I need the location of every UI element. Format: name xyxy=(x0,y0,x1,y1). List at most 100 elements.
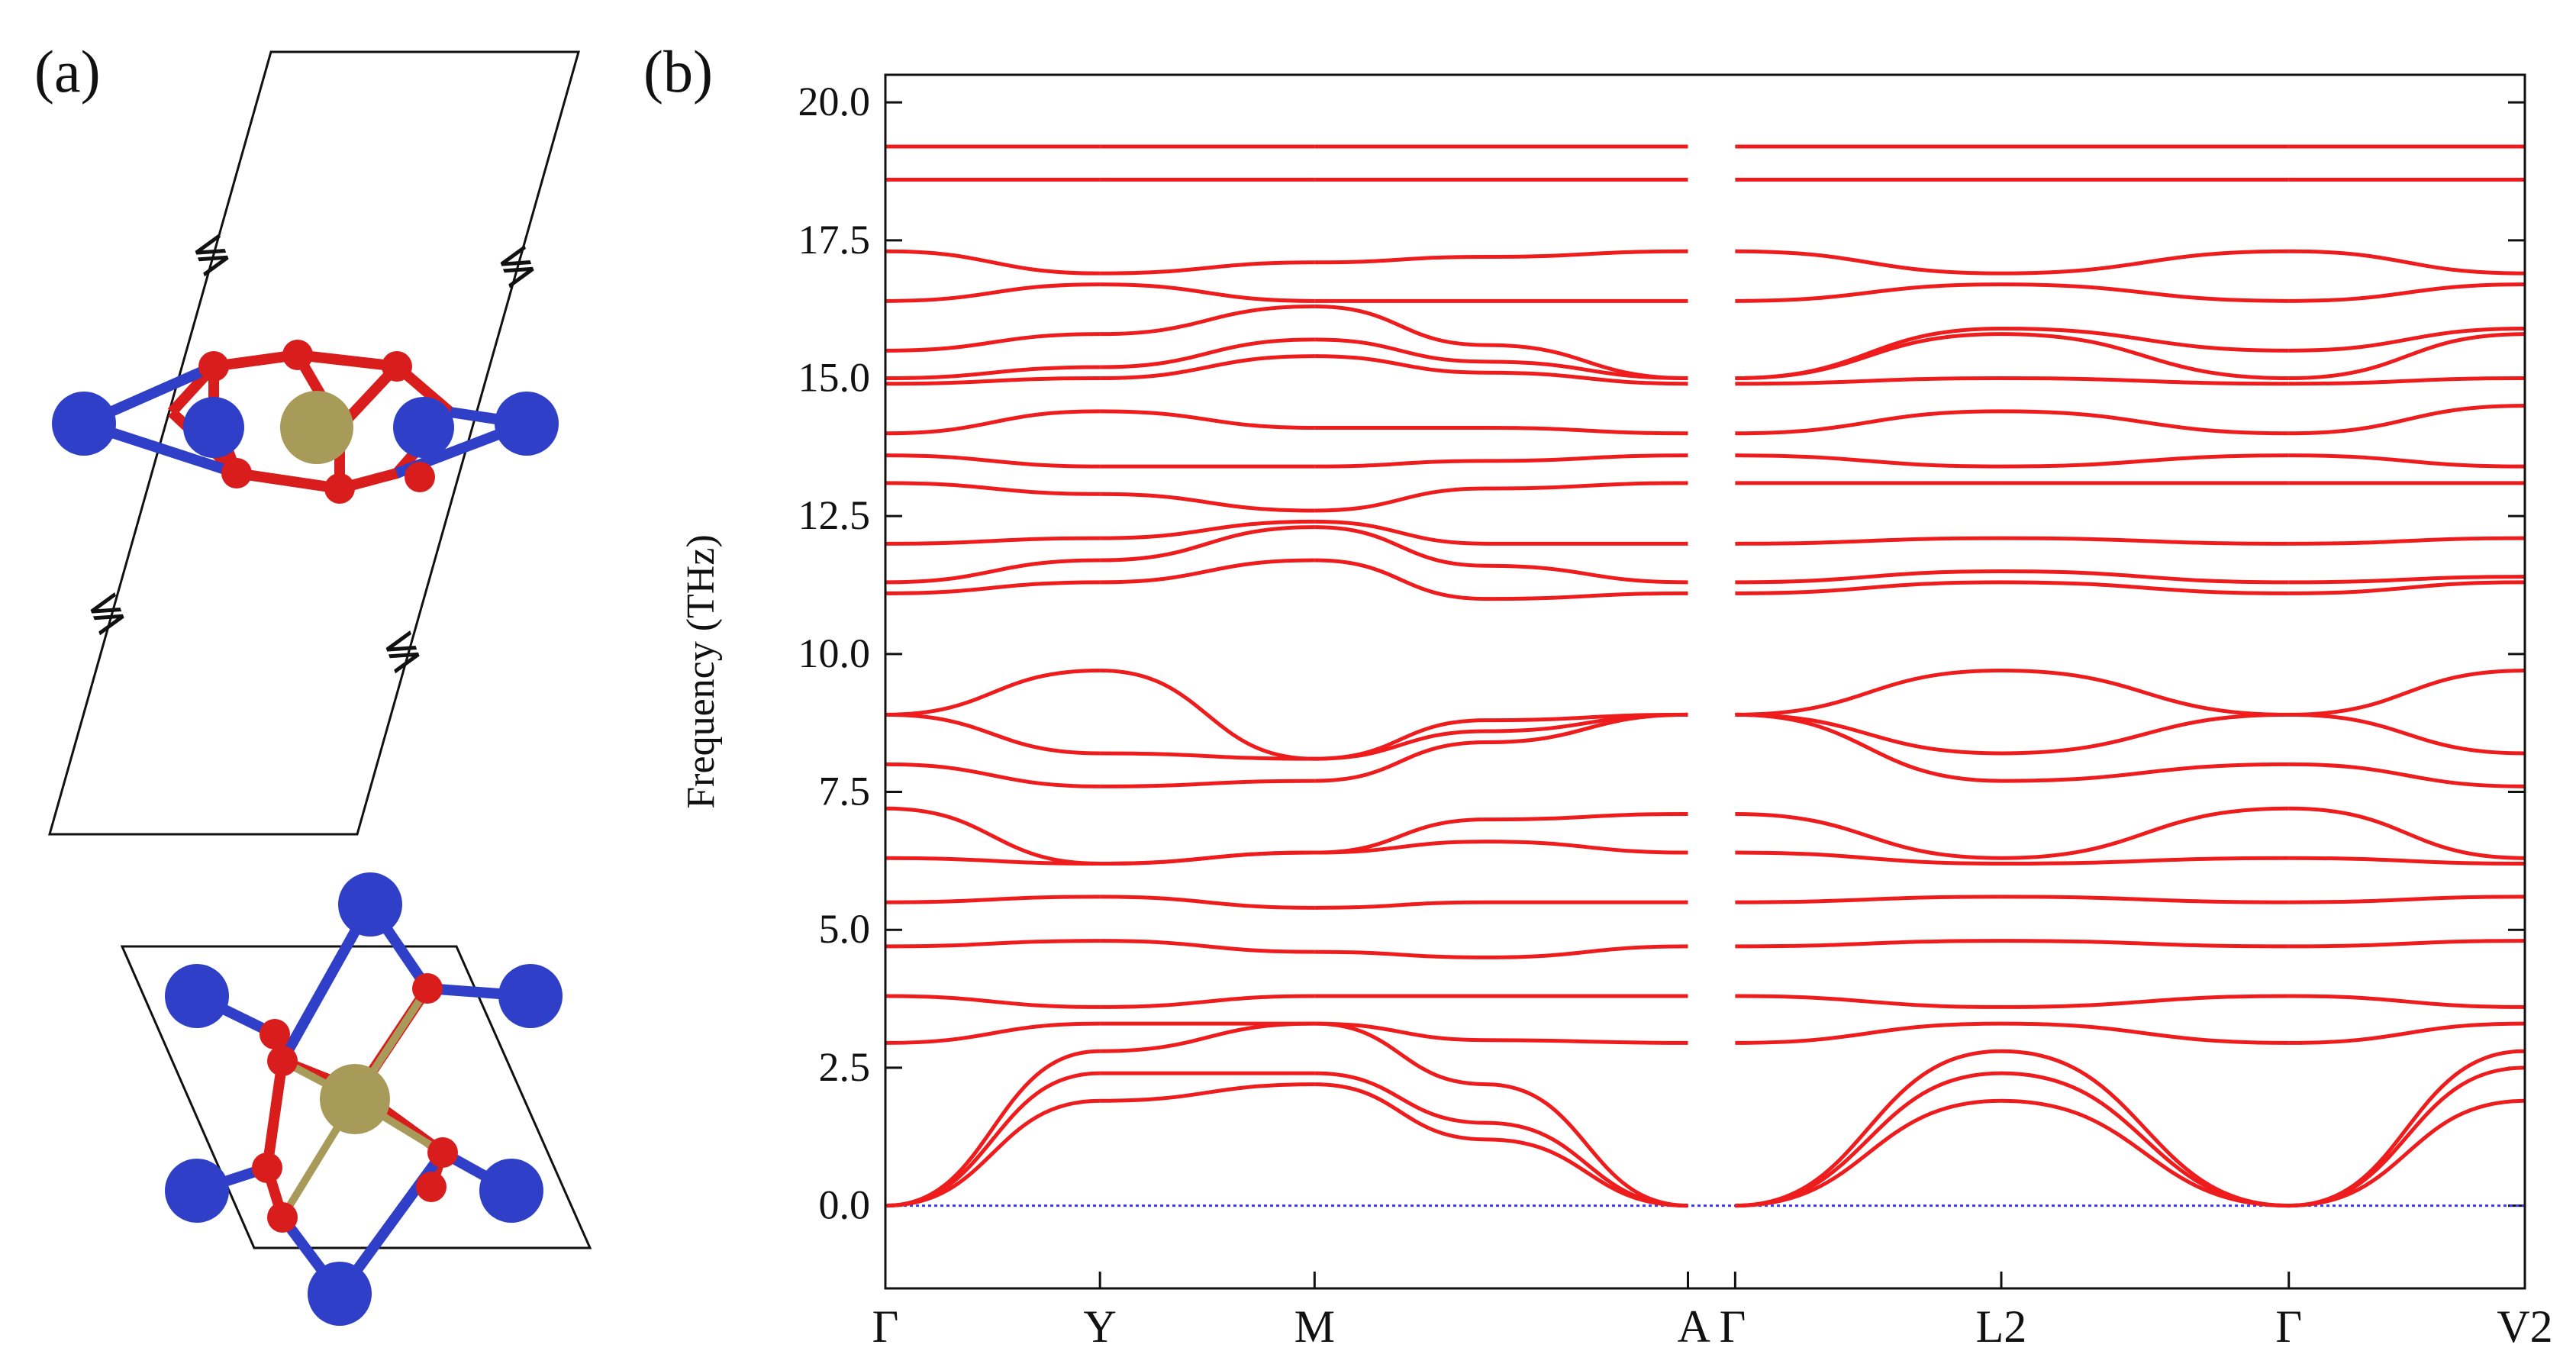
band-line xyxy=(1314,305,1688,380)
y-tick-label: 15.0 xyxy=(798,355,871,401)
band-line xyxy=(1314,1082,1688,1208)
band-line xyxy=(1314,519,1688,546)
band-line xyxy=(885,365,1101,380)
atom-blue xyxy=(479,1159,543,1223)
band-line xyxy=(2001,409,2289,436)
band-line xyxy=(2001,580,2289,595)
x-ticks: Γ Y M A Γ L2 Γ V2 xyxy=(872,1272,2553,1352)
atom-blue xyxy=(495,392,559,456)
band-line xyxy=(2001,669,2289,717)
x-tick-label: Γ xyxy=(872,1301,899,1352)
y-tick-label: 20.0 xyxy=(798,79,871,124)
atom-blue xyxy=(165,1159,229,1223)
atom-red xyxy=(405,462,435,492)
band-line xyxy=(1735,1071,2001,1208)
break-mark: ≶ xyxy=(185,224,238,284)
side-view-structure: ≶ ≶ ≶ ≶ xyxy=(48,50,580,836)
band-line xyxy=(2288,1098,2526,1208)
top-view-structure xyxy=(120,872,592,1326)
band-line xyxy=(1735,895,2001,904)
band-line xyxy=(1735,536,2001,546)
band-line xyxy=(1314,426,1688,436)
band-line xyxy=(1735,332,2001,380)
band-line xyxy=(1735,811,2001,860)
atom-gold xyxy=(280,391,353,464)
atom-red xyxy=(412,973,443,1004)
atom-blue xyxy=(338,872,402,937)
band-line xyxy=(1100,337,1315,369)
band-line xyxy=(885,1021,1101,1045)
band-line xyxy=(1100,492,1315,513)
band-line xyxy=(1735,669,2001,717)
y-axis-label: Frequency (THz) xyxy=(679,534,723,809)
band-line xyxy=(1100,1082,1315,1103)
break-mark: ≶ xyxy=(376,621,429,681)
band-line xyxy=(885,376,1101,386)
y-tick-label: 17.5 xyxy=(798,217,871,263)
band-line xyxy=(2001,1098,2289,1208)
band-line xyxy=(885,712,1101,756)
band-line xyxy=(885,536,1101,546)
band-line xyxy=(2001,249,2289,276)
band-line xyxy=(885,994,1101,1009)
atom-blue xyxy=(52,392,116,456)
atom-red xyxy=(427,1137,458,1168)
atom-red xyxy=(221,458,252,488)
band-line xyxy=(2288,282,2526,303)
band-line xyxy=(1735,249,2001,276)
band-line xyxy=(885,806,1101,866)
band-line xyxy=(1314,453,1688,469)
panel-b-label: (b) xyxy=(643,38,713,105)
band-line xyxy=(2288,806,2526,860)
band-line xyxy=(2288,536,2526,546)
x-tick-label: L2 xyxy=(1976,1301,2027,1352)
x-tick-label: A Γ xyxy=(1678,1301,1746,1352)
band-line xyxy=(885,481,1101,496)
band-lines xyxy=(885,144,2526,1208)
band-line xyxy=(1100,305,1315,337)
band-line xyxy=(1735,712,2001,756)
band-line xyxy=(1314,712,1688,761)
band-line xyxy=(1735,409,2001,436)
band-line xyxy=(1735,712,2001,783)
panel-a: (a) ≶ ≶ ≶ ≶ xyxy=(34,38,592,1326)
band-line xyxy=(2001,895,2289,904)
band-line xyxy=(2288,332,2526,380)
band-line xyxy=(2288,895,2526,904)
y-tick-label: 2.5 xyxy=(819,1044,871,1090)
band-line xyxy=(1314,1021,1688,1208)
band-line xyxy=(2001,1021,2289,1045)
atom-blue xyxy=(498,964,563,1028)
y-tick-label: 7.5 xyxy=(819,769,871,814)
band-line xyxy=(2001,856,2289,866)
band-line xyxy=(2001,569,2289,585)
x-tick-label: Y xyxy=(1083,1301,1116,1352)
band-line xyxy=(2288,1049,2526,1208)
band-line xyxy=(2288,580,2526,595)
band-line xyxy=(1314,1071,1688,1208)
band-line xyxy=(1314,249,1688,265)
band-line xyxy=(1735,376,2001,386)
band-line xyxy=(2288,326,2526,353)
y-tick-label: 0.0 xyxy=(819,1182,871,1228)
atom-red xyxy=(252,1153,282,1183)
band-line xyxy=(1735,569,2001,585)
side-view-cell xyxy=(48,50,580,836)
band-line xyxy=(1314,900,1688,910)
band-line xyxy=(2288,762,2526,788)
band-line xyxy=(1314,811,1688,855)
band-line xyxy=(1314,712,1688,783)
band-line xyxy=(2001,762,2289,783)
band-line xyxy=(1100,939,1315,954)
band-line xyxy=(1314,1021,1688,1045)
band-line xyxy=(1735,1021,2001,1045)
band-line xyxy=(1735,939,2001,949)
atom-blue xyxy=(393,397,454,458)
atom-blue xyxy=(183,397,244,458)
band-line xyxy=(1735,282,2001,303)
band-line xyxy=(885,762,1101,788)
atom-red xyxy=(267,1202,298,1233)
y-ticks: 0.0 2.5 5.0 7.5 10.0 12.5 15.0 17.5 20.0 xyxy=(798,79,2525,1228)
band-line xyxy=(1314,712,1688,761)
